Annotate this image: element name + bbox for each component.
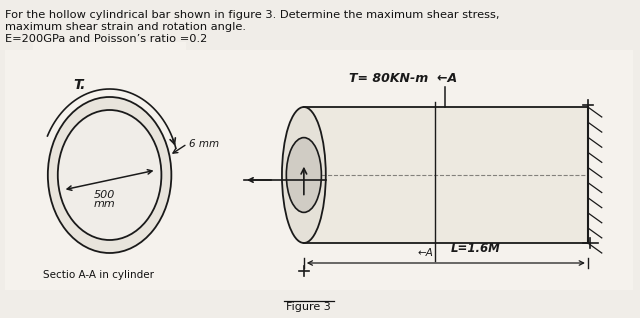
Bar xyxy=(0,0,637,52)
Ellipse shape xyxy=(282,107,326,243)
Text: For the hollow cylindrical bar shown in figure 3. Determine the maximum shear st: For the hollow cylindrical bar shown in … xyxy=(5,10,499,20)
Text: mm: mm xyxy=(93,199,115,209)
Text: L=1.6M: L=1.6M xyxy=(451,241,500,254)
Text: 6 mm: 6 mm xyxy=(189,139,220,149)
Text: ←A: ←A xyxy=(417,248,433,258)
Ellipse shape xyxy=(58,110,161,240)
Text: T.: T. xyxy=(74,78,86,92)
Text: maximum shear strain and rotation angle.: maximum shear strain and rotation angle. xyxy=(5,22,246,32)
Text: Figure 3: Figure 3 xyxy=(287,302,332,312)
Text: T= 80KN-m  ←A: T= 80KN-m ←A xyxy=(349,72,457,85)
Bar xyxy=(5,50,633,290)
Ellipse shape xyxy=(48,97,172,253)
Text: Sectio A-A in cylinder: Sectio A-A in cylinder xyxy=(43,270,154,280)
Polygon shape xyxy=(304,107,588,243)
Text: E=200GPa and Poisson’s ratio =0.2: E=200GPa and Poisson’s ratio =0.2 xyxy=(5,34,207,44)
Bar xyxy=(33,42,186,258)
Ellipse shape xyxy=(286,138,321,212)
Text: 500: 500 xyxy=(94,190,115,200)
